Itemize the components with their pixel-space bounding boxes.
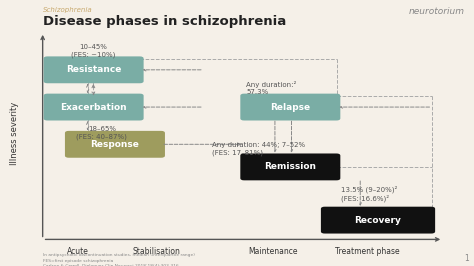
Text: Schizophrenia: Schizophrenia <box>43 7 92 13</box>
Text: Response: Response <box>91 140 139 149</box>
Text: Any duration:²
57.3%: Any duration:² 57.3% <box>246 81 297 95</box>
Text: 13.5% (9–20%)²
(FES: 16.6%)²: 13.5% (9–20%)² (FES: 16.6%)² <box>341 185 398 202</box>
Text: Relapse: Relapse <box>270 103 310 111</box>
Text: Exacerbation: Exacerbation <box>60 103 127 111</box>
Text: 10–45%
(FES: ~10%): 10–45% (FES: ~10%) <box>71 44 116 57</box>
Text: Disease phases in schizophrenia: Disease phases in schizophrenia <box>43 15 286 28</box>
FancyBboxPatch shape <box>44 56 144 83</box>
Text: Illness severity: Illness severity <box>10 101 18 165</box>
Text: Resistance: Resistance <box>66 65 121 74</box>
Text: Remission: Remission <box>264 163 316 171</box>
Text: Maintenance: Maintenance <box>248 247 297 256</box>
Text: FES=first episode schizophrenia: FES=first episode schizophrenia <box>43 259 113 263</box>
FancyBboxPatch shape <box>321 207 435 234</box>
Text: Treatment phase: Treatment phase <box>335 247 400 256</box>
Text: Carlson & Carroll, Dialogues Clin Neurosci 2018;18(4):303-316: Carlson & Carroll, Dialogues Clin Neuros… <box>43 264 178 266</box>
Text: 1: 1 <box>465 254 469 263</box>
Text: neurotorium: neurotorium <box>409 7 465 16</box>
Text: Acute: Acute <box>67 247 89 256</box>
Text: Recovery: Recovery <box>355 216 401 225</box>
Text: Stabilisation: Stabilisation <box>132 247 181 256</box>
Text: In antipsychotic discontinuation studies, median (interquartile range): In antipsychotic discontinuation studies… <box>43 253 194 257</box>
Text: Any duration: 44%; 7–52%
(FES: 17–81%): Any duration: 44%; 7–52% (FES: 17–81%) <box>212 142 305 156</box>
FancyBboxPatch shape <box>240 153 340 180</box>
FancyBboxPatch shape <box>240 94 340 120</box>
FancyBboxPatch shape <box>65 131 165 158</box>
FancyBboxPatch shape <box>44 94 144 120</box>
Text: 18–65%
(FES: 40–87%): 18–65% (FES: 40–87%) <box>76 126 128 140</box>
